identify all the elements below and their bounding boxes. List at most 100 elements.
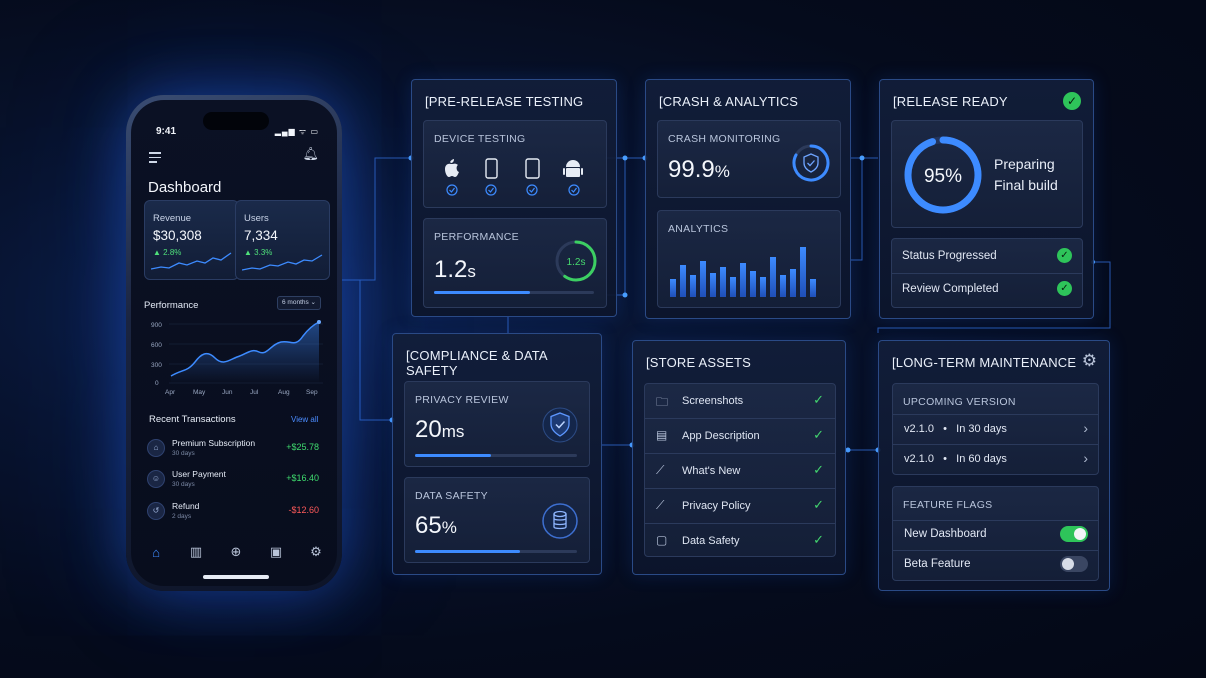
home-indicator — [203, 575, 269, 579]
x-tick: Apr — [165, 389, 176, 396]
x-tick: May — [193, 389, 206, 396]
transaction-row[interactable]: ☺ User Payment 30 days +$16.40 — [147, 466, 321, 496]
check-circle-icon: ✓ — [1063, 92, 1081, 110]
pre-release-testing-panel: [PRE-RELEASE TESTING DEVICE TESTING — [411, 79, 617, 317]
card-label: FEATURE FLAGS — [903, 499, 993, 511]
view-all-link[interactable]: View all — [291, 415, 319, 424]
users-sparkline — [242, 254, 323, 271]
status-bar-icons: ▂▄▆ ᯤ ▭ — [274, 127, 319, 136]
version-label: v2.1.0 • In 30 days — [904, 423, 1007, 435]
card-label: UPCOMING VERSION — [903, 396, 1016, 408]
transactions-title: Recent Transactions — [149, 414, 236, 425]
release-status-line1: Preparing — [994, 156, 1055, 172]
release-progress-card: 95% Preparing Final build — [891, 120, 1083, 228]
metric-value: $30,308 — [153, 228, 202, 243]
panel-title: [STORE ASSETS — [646, 355, 751, 370]
privacy-review-card: PRIVACY REVIEW 20ms — [404, 381, 590, 467]
check-icon: ✓ — [813, 497, 824, 512]
card-label: PERFORMANCE — [434, 231, 519, 243]
version-label: v2.1.0 • In 60 days — [904, 453, 1007, 465]
hamburger-menu-icon[interactable] — [149, 152, 161, 166]
chevron-right-icon: › — [1083, 420, 1088, 436]
data-safety-progress — [415, 550, 577, 553]
panel-title: [PRE-RELEASE TESTING — [425, 94, 584, 109]
asset-row-data-safety[interactable]: ▢ Data Safety ✓ — [645, 524, 835, 558]
crash-monitoring-card: CRASH MONITORING 99.9% — [657, 120, 841, 198]
transaction-amount: +$25.78 — [286, 442, 319, 452]
asset-label: Data Safety — [682, 535, 740, 547]
transaction-row[interactable]: ⌂ Premium Subscription 30 days +$25.78 — [147, 435, 321, 465]
asset-label: Privacy Policy — [682, 500, 751, 512]
release-status-line2: Final build — [994, 177, 1058, 193]
crash-free-value: 99.9% — [668, 156, 730, 183]
chevron-right-icon: › — [1083, 450, 1088, 466]
android-icon — [563, 160, 583, 177]
x-tick: Jun — [222, 389, 233, 396]
phone-icon — [485, 158, 498, 179]
asset-row-privacy-policy[interactable]: ⟋ Privacy Policy ✓ — [645, 489, 835, 523]
version-row[interactable]: v2.1.0 • In 30 days › — [893, 415, 1098, 444]
release-checklist: Status Progressed ✓ Review Completed ✓ — [891, 238, 1083, 308]
gear-icon[interactable]: ⚙ — [1081, 351, 1097, 370]
version-row[interactable]: v2.1.0 • In 60 days › — [893, 445, 1098, 474]
beta-feature-toggle[interactable] — [1060, 556, 1088, 572]
analytics-tab-icon[interactable]: ▥ — [189, 544, 203, 559]
transaction-date: 2 days — [172, 513, 192, 520]
flag-label: New Dashboard — [904, 528, 987, 540]
metric-value: 7,334 — [244, 228, 278, 243]
new-dashboard-toggle[interactable] — [1060, 526, 1088, 542]
x-tick: Sep — [306, 389, 318, 396]
card-label: DEVICE TESTING — [434, 133, 526, 145]
performance-card: PERFORMANCE 1.2s 1.2s — [423, 218, 607, 308]
tablet-icon — [525, 158, 540, 179]
performance-value: 1.2s — [434, 256, 476, 283]
ring-label: 1.2s — [567, 257, 586, 268]
checklist-item: Status Progressed — [902, 250, 997, 262]
settings-tab-icon[interactable]: ⚙ — [310, 544, 322, 559]
document-icon: ▤ — [656, 428, 668, 442]
card-label: CRASH MONITORING — [668, 133, 781, 145]
privacy-value: 20ms — [415, 416, 465, 443]
home-tab-icon[interactable]: ⌂ — [152, 544, 160, 560]
feature-flags-card: FEATURE FLAGS New Dashboard Beta Feature — [892, 486, 1099, 581]
receipt-icon: ⌂ — [147, 439, 165, 457]
dynamic-island — [203, 112, 269, 130]
data-safety-value: 65% — [415, 512, 457, 539]
transaction-name: User Payment — [172, 469, 226, 479]
metric-change: ▲ 3.3% — [244, 248, 273, 257]
compliance-panel: [COMPLIANCE & DATA SAFETY PRIVACY REVIEW… — [392, 333, 602, 575]
y-tick: 300 — [151, 362, 162, 369]
progress-fill — [415, 550, 521, 553]
asset-row-screenshots[interactable]: 🗀︎ Screenshots ✓ — [645, 384, 835, 418]
page-title: Dashboard — [148, 179, 222, 196]
card-label: PRIVACY REVIEW — [415, 394, 509, 406]
users-card[interactable]: Users 7,334 ▲ 3.3% — [235, 200, 330, 280]
performance-chart: 900 600 300 0 Apr May Jun Jul Aug Sep — [151, 320, 323, 396]
add-tab-icon[interactable]: ⊕ — [230, 544, 242, 559]
analytics-bar-chart — [670, 247, 816, 297]
panel-title: [LONG-TERM MAINTENANCE — [892, 355, 1077, 370]
range-select[interactable]: 6 months ⌄ — [277, 296, 321, 310]
check-icon: ✓ — [813, 532, 824, 547]
phone-screen: 9:41 ▂▄▆ ᯤ ▭ 🔔︎ Dashboard Revenue $30,30… — [131, 100, 337, 586]
apple-icon — [445, 159, 459, 177]
metric-label: Revenue — [153, 213, 192, 224]
transaction-row[interactable]: ↺ Refund 2 days -$12.60 — [147, 498, 321, 528]
y-tick: 600 — [151, 342, 162, 349]
bell-icon[interactable]: 🔔︎ — [302, 146, 319, 161]
device-icons — [445, 158, 583, 196]
shield-check-icon — [542, 407, 578, 443]
x-tick: Jul — [250, 389, 259, 396]
metric-label: Users — [244, 213, 269, 224]
transaction-date: 30 days — [172, 481, 195, 488]
revenue-card[interactable]: Revenue $30,308 ▲ 2.8% — [144, 200, 239, 280]
asset-row-whats-new[interactable]: ⟋ What's New ✓ — [645, 454, 835, 488]
panel-title: [COMPLIANCE & DATA SAFETY — [406, 348, 548, 378]
asset-row-app-description[interactable]: ▤ App Description ✓ — [645, 419, 835, 453]
tab-bar: ⌂ ▥ ⊕ ▣ ⚙ — [145, 542, 327, 562]
y-tick: 900 — [151, 322, 162, 329]
phone-mockup: 9:41 ▂▄▆ ᯤ ▭ 🔔︎ Dashboard Revenue $30,30… — [126, 95, 342, 591]
messages-tab-icon[interactable]: ▣ — [269, 544, 283, 559]
panel-title: [CRASH & ANALYTICS — [659, 94, 799, 109]
checklist-item: Review Completed — [902, 283, 999, 295]
